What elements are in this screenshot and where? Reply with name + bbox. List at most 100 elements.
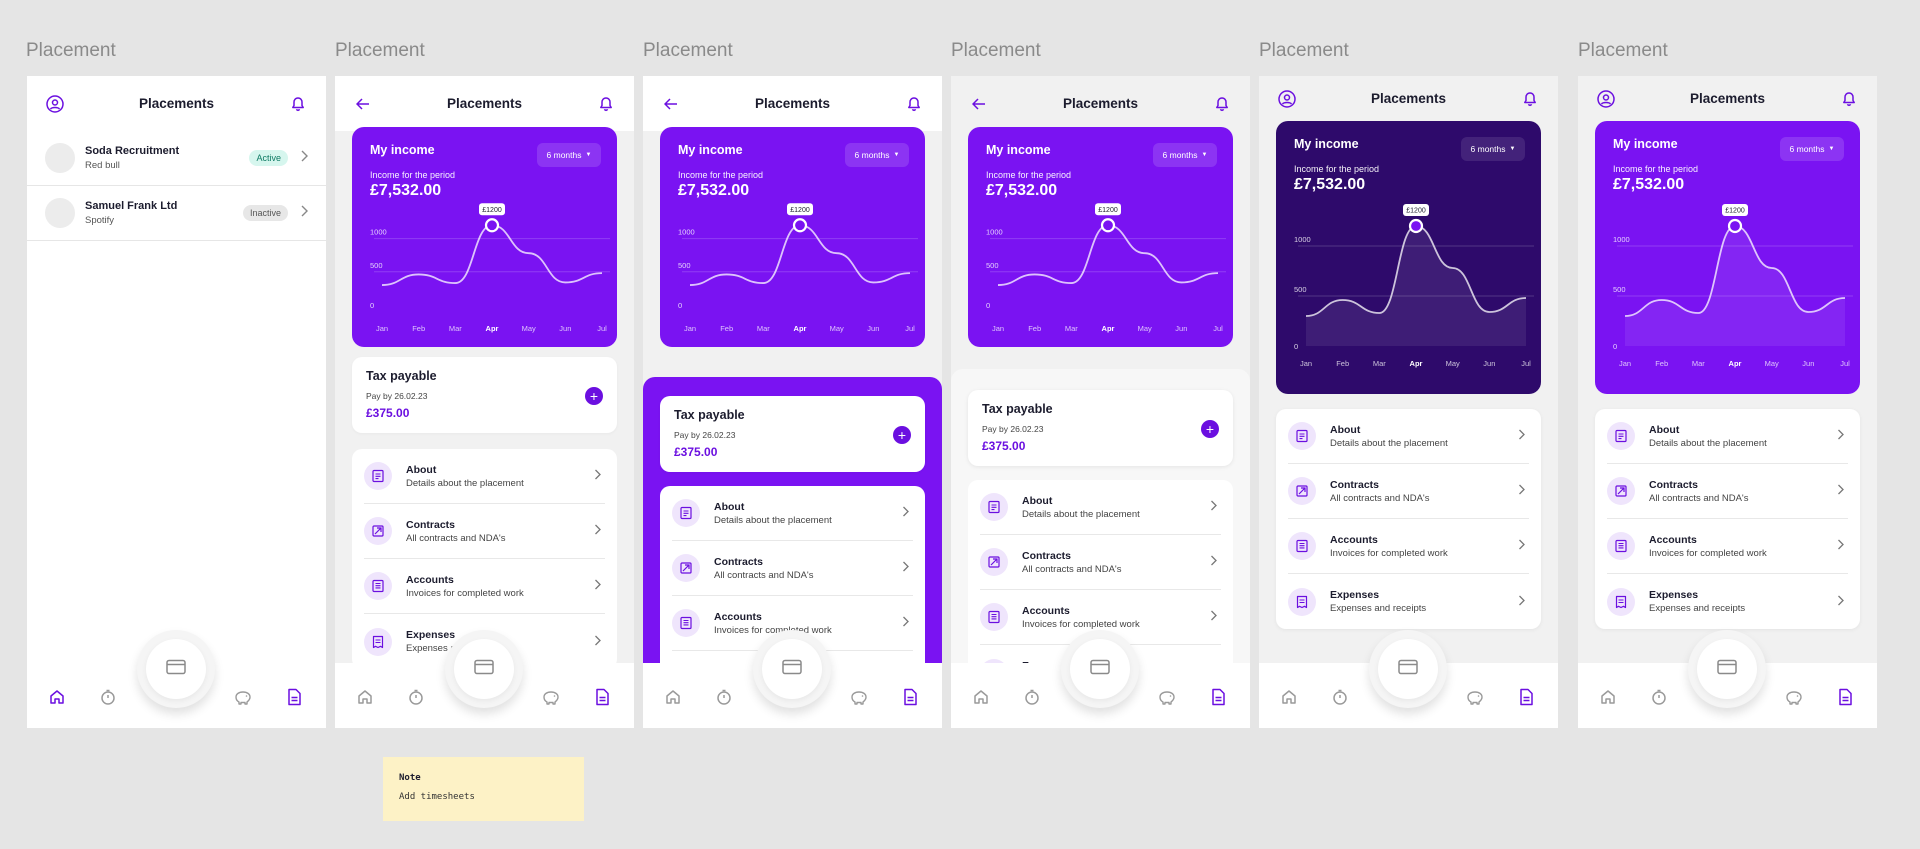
card-button[interactable] <box>1378 639 1438 699</box>
status-badge: Active <box>249 150 288 166</box>
menu-item-about[interactable]: About Details about the placement <box>364 449 605 504</box>
profile-icon[interactable] <box>1596 89 1616 109</box>
menu-item-subtitle: Expenses and receipts <box>1649 603 1746 614</box>
menu-item-about[interactable]: About Details about the placement <box>980 480 1221 535</box>
bell-icon[interactable] <box>1212 94 1232 114</box>
piggy-bank-icon[interactable] <box>1465 687 1485 707</box>
home-icon[interactable] <box>47 687 67 707</box>
piggy-bank-icon[interactable] <box>233 687 253 707</box>
bell-icon[interactable] <box>596 94 616 114</box>
timer-icon[interactable] <box>714 687 734 707</box>
menu-item-expenses[interactable]: Expenses Expenses and receipts <box>1288 574 1529 629</box>
menu-item-contracts[interactable]: Contracts All contracts and NDA's <box>1288 464 1529 519</box>
piggy-bank-icon[interactable] <box>1157 687 1177 707</box>
range-dropdown[interactable]: 6 months ▼ <box>845 143 909 167</box>
back-arrow-icon[interactable] <box>353 94 373 114</box>
note-title: Note <box>399 773 421 783</box>
menu-item-contracts[interactable]: Contracts All contracts and NDA's <box>1607 464 1848 519</box>
range-dropdown[interactable]: 6 months ▼ <box>1780 137 1844 161</box>
home-icon[interactable] <box>1598 687 1618 707</box>
caret-down-icon: ▼ <box>1201 152 1208 158</box>
document-icon[interactable] <box>1208 687 1228 707</box>
chevron-right-icon <box>594 577 601 595</box>
tax-title: Tax payable <box>982 402 1053 416</box>
timer-icon[interactable] <box>98 687 118 707</box>
document-icon <box>1607 422 1635 450</box>
top-bar: Placements <box>27 76 326 131</box>
home-icon[interactable] <box>1279 687 1299 707</box>
timer-icon[interactable] <box>1330 687 1350 707</box>
range-dropdown[interactable]: 6 months ▼ <box>1461 137 1525 161</box>
card-button[interactable] <box>454 639 514 699</box>
back-arrow-icon[interactable] <box>661 94 681 114</box>
menu-item-title: Accounts <box>714 610 762 623</box>
timer-icon[interactable] <box>1649 687 1669 707</box>
menu-item-contracts[interactable]: Contracts All contracts and NDA's <box>980 535 1221 590</box>
range-dropdown[interactable]: 6 months ▼ <box>1153 143 1217 167</box>
selected-data-point[interactable] <box>1100 218 1116 233</box>
menu-item-about[interactable]: About Details about the placement <box>1607 409 1848 464</box>
add-button[interactable]: + <box>1201 420 1219 438</box>
add-button[interactable]: + <box>585 387 603 405</box>
menu-item-subtitle: All contracts and NDA's <box>714 569 814 581</box>
selected-data-point[interactable] <box>1408 218 1424 234</box>
card-button[interactable] <box>762 639 822 699</box>
selected-data-point[interactable] <box>484 218 500 233</box>
home-icon[interactable] <box>971 687 991 707</box>
frame-label: Placement <box>335 40 425 61</box>
menu-item-accounts[interactable]: Accounts Invoices for completed work <box>1288 519 1529 574</box>
menu-item-about[interactable]: About Details about the placement <box>1288 409 1529 464</box>
add-button[interactable]: + <box>893 426 911 444</box>
top-bar: Placements <box>643 76 942 131</box>
timer-icon[interactable] <box>1022 687 1042 707</box>
timer-icon[interactable] <box>406 687 426 707</box>
menu-item-contracts[interactable]: Contracts All contracts and NDA's <box>672 541 913 596</box>
selected-data-point[interactable] <box>1727 218 1743 234</box>
document-icon[interactable] <box>1516 687 1536 707</box>
bell-icon[interactable] <box>1839 89 1859 109</box>
document-icon[interactable] <box>592 687 612 707</box>
chevron-right-icon <box>1837 482 1844 500</box>
frame-label: Placement <box>26 40 116 61</box>
income-period-label: Income for the period <box>678 170 764 180</box>
bell-icon[interactable] <box>288 94 308 114</box>
card-button[interactable] <box>1070 639 1130 699</box>
menu-item-about[interactable]: About Details about the placement <box>672 486 913 541</box>
profile-icon[interactable] <box>1277 89 1297 109</box>
menu-item-accounts[interactable]: Accounts Invoices for completed work <box>1607 519 1848 574</box>
x-tick-label: May <box>1446 359 1460 368</box>
home-icon[interactable] <box>663 687 683 707</box>
document-icon[interactable] <box>900 687 920 707</box>
home-icon[interactable] <box>355 687 375 707</box>
menu-item-expenses[interactable]: Expenses Expenses and receipts <box>1607 574 1848 629</box>
card-button[interactable] <box>146 639 206 699</box>
tax-amount: £375.00 <box>674 445 718 459</box>
sticky-note: Note Add timesheets <box>383 757 584 821</box>
list-item[interactable]: Samuel Frank Ltd Spotify Inactive <box>27 186 326 241</box>
menu-item-accounts[interactable]: Accounts Invoices for completed work <box>980 590 1221 645</box>
bell-icon[interactable] <box>904 94 924 114</box>
y-tick-label: 0 <box>1294 342 1298 351</box>
bottom-nav <box>951 630 1250 728</box>
list-item[interactable]: Soda Recruitment Red bull Active <box>27 131 326 186</box>
menu-item-accounts[interactable]: Accounts Invoices for completed work <box>364 559 605 614</box>
document-icon[interactable] <box>284 687 304 707</box>
document-icon[interactable] <box>1835 687 1855 707</box>
piggy-bank-icon[interactable] <box>541 687 561 707</box>
contract-icon <box>1288 477 1316 505</box>
chevron-right-icon <box>1210 553 1217 571</box>
y-tick-label: 0 <box>678 301 682 310</box>
menu-item-title: About <box>1649 423 1680 436</box>
card-button[interactable] <box>1697 639 1757 699</box>
selected-data-point[interactable] <box>792 218 808 233</box>
menu-item-subtitle: Expenses and receipts <box>1330 603 1427 614</box>
piggy-bank-icon[interactable] <box>1784 687 1804 707</box>
back-arrow-icon[interactable] <box>969 94 989 114</box>
chevron-right-icon <box>1210 498 1217 516</box>
card-fab-wrapper <box>753 630 831 708</box>
range-dropdown[interactable]: 6 months ▼ <box>537 143 601 167</box>
bell-icon[interactable] <box>1520 89 1540 109</box>
profile-icon[interactable] <box>45 94 65 114</box>
piggy-bank-icon[interactable] <box>849 687 869 707</box>
menu-item-contracts[interactable]: Contracts All contracts and NDA's <box>364 504 605 559</box>
